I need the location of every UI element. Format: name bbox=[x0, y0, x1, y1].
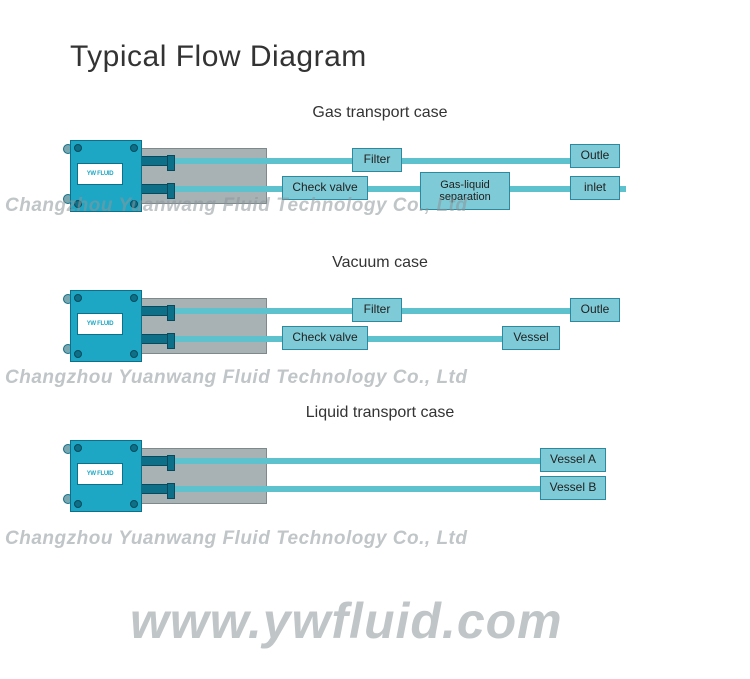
box-vessel-b: Vessel B bbox=[540, 476, 606, 500]
box-inlet: inlet bbox=[570, 176, 620, 200]
bolt-icon bbox=[130, 500, 138, 508]
diagram-liquid: YW FLUID Vessel A Vessel B bbox=[70, 434, 690, 519]
box-check-valve: Check valve bbox=[282, 326, 368, 350]
brand-logo: YW FLUID bbox=[77, 313, 123, 335]
case-vacuum-title: Vacuum case bbox=[70, 254, 690, 272]
box-filter: Filter bbox=[352, 298, 402, 322]
bolt-icon bbox=[130, 350, 138, 358]
bolt-icon bbox=[74, 144, 82, 152]
bolt-icon bbox=[130, 144, 138, 152]
bolt-icon bbox=[130, 200, 138, 208]
diagram-vacuum: YW FLUID Filter Check valve Vessel Outle bbox=[70, 284, 690, 369]
bolt-icon bbox=[130, 294, 138, 302]
box-check-valve: Check valve bbox=[282, 176, 368, 200]
pump-head: YW FLUID bbox=[70, 440, 142, 512]
pump-head: YW FLUID bbox=[70, 290, 142, 362]
pump-head: YW FLUID bbox=[70, 140, 142, 212]
diagram-gas: YW FLUID Filter Check valve Gas-liquid s… bbox=[70, 134, 690, 219]
bolt-icon bbox=[74, 294, 82, 302]
bolt-icon bbox=[74, 500, 82, 508]
bolt-icon bbox=[130, 444, 138, 452]
brand-logo: YW FLUID bbox=[77, 463, 123, 485]
page-title: Typical Flow Diagram bbox=[70, 40, 690, 74]
box-vessel: Vessel bbox=[502, 326, 560, 350]
flow-line-bottom bbox=[166, 186, 626, 192]
case-vacuum: Vacuum case YW FLUID Filter Check valve … bbox=[70, 254, 690, 369]
box-outlet: Outle bbox=[570, 144, 620, 168]
bolt-icon bbox=[74, 350, 82, 358]
case-liquid-title: Liquid transport case bbox=[70, 404, 690, 422]
box-outlet: Outle bbox=[570, 298, 620, 322]
box-filter: Filter bbox=[352, 148, 402, 172]
bolt-icon bbox=[74, 444, 82, 452]
box-vessel-a: Vessel A bbox=[540, 448, 606, 472]
watermark-url: www.ywfluid.com bbox=[130, 592, 563, 650]
box-gas-liquid: Gas-liquid separation bbox=[420, 172, 510, 210]
flow-line-bottom bbox=[166, 486, 600, 492]
case-gas-title: Gas transport case bbox=[70, 104, 690, 122]
page: Typical Flow Diagram Gas transport case … bbox=[0, 0, 750, 574]
bolt-icon bbox=[74, 200, 82, 208]
case-gas: Gas transport case YW FLUID Filter Check… bbox=[70, 104, 690, 219]
brand-logo: YW FLUID bbox=[77, 163, 123, 185]
case-liquid: Liquid transport case YW FLUID Vessel A … bbox=[70, 404, 690, 519]
flow-line-top bbox=[166, 458, 600, 464]
